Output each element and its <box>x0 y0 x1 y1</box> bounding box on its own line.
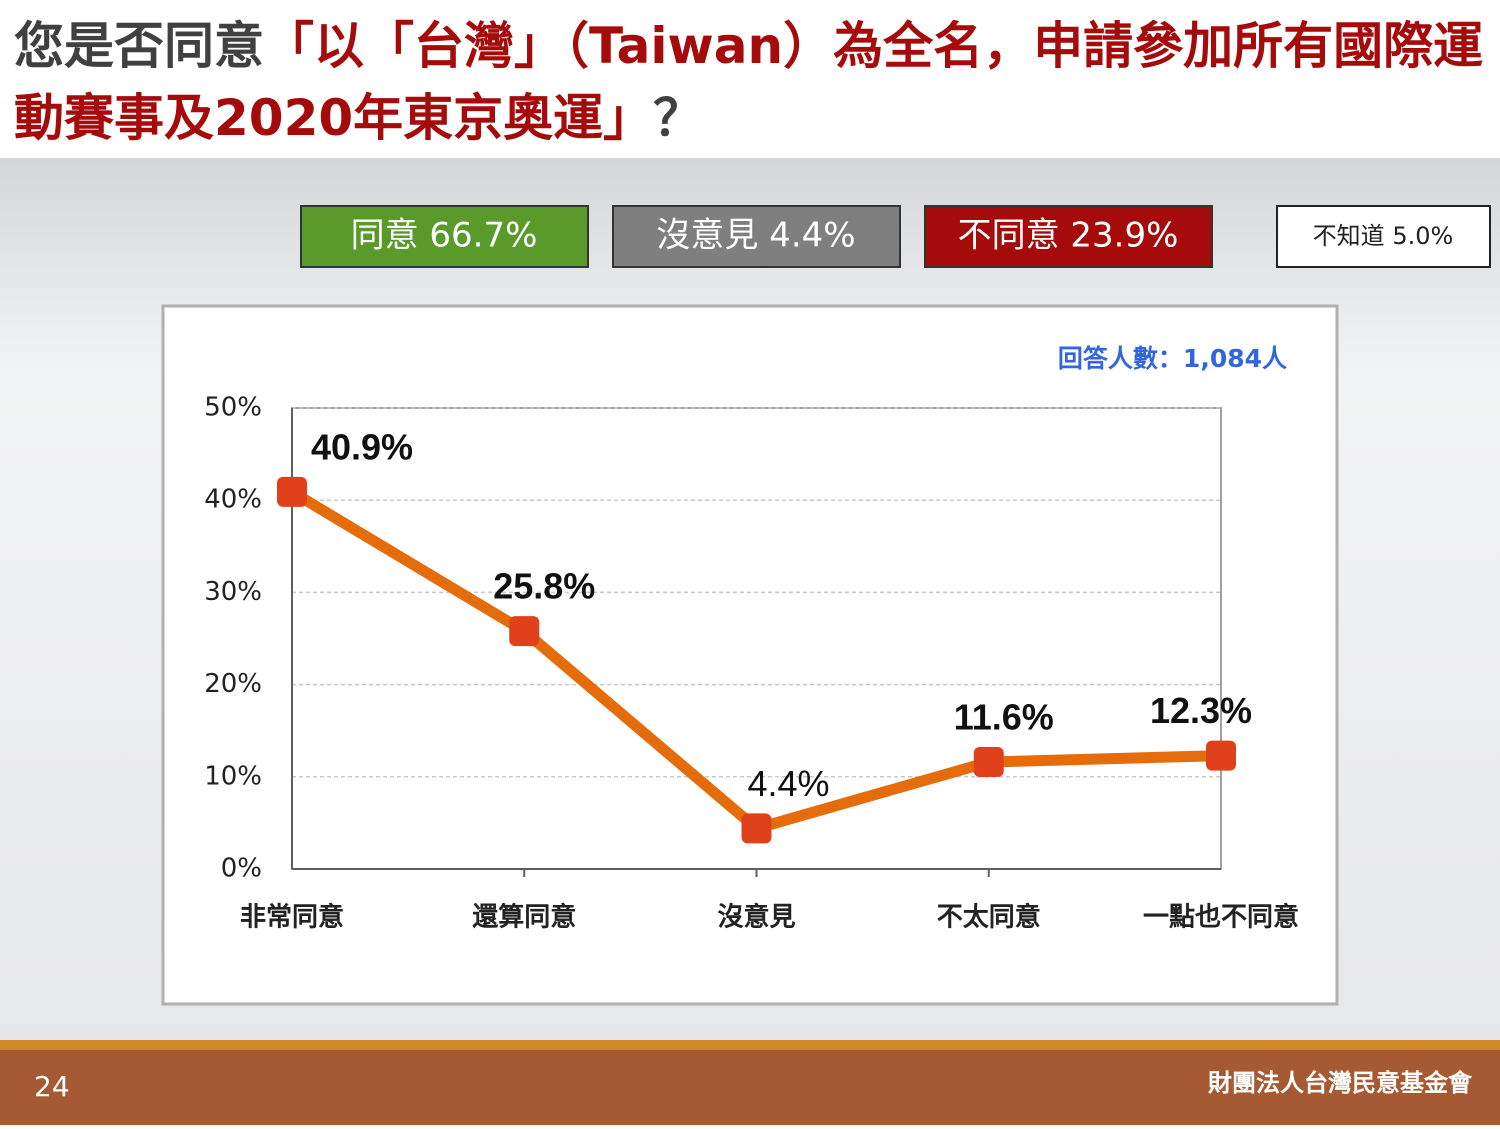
summary-text: 同意 66.7% <box>351 216 538 256</box>
data-point <box>277 476 307 507</box>
data-label: 40.9% <box>311 426 413 467</box>
data-point <box>741 813 772 844</box>
x-tick-label: 還算同意 <box>472 902 576 933</box>
title-text: 您是否同意「以「台灣」（Taiwan）為全名，申請參加所有國際運動賽事及2020… <box>14 10 1494 154</box>
title-part: 「以「台灣」（Taiwan）為全名，申請參加所有國際運動賽事及2020年東京奧運… <box>14 17 1484 147</box>
footer-band <box>0 1050 1500 1125</box>
data-label: 25.8% <box>493 566 595 607</box>
summary-text: 不同意 23.9% <box>958 216 1179 256</box>
footer-strip <box>0 1040 1500 1050</box>
chart: 0% 10% 20% 30% 40% 50% 非常同意 還算同意 沒意見 不太同意 一點也不同意 40… <box>204 393 1299 933</box>
title-part: ？ <box>653 89 704 147</box>
data-label: 11.6% <box>954 697 1054 738</box>
y-tick-label: 40% <box>204 485 262 515</box>
title-band <box>0 0 1500 158</box>
y-tick-label: 30% <box>204 577 262 607</box>
footer-text: 財團法人台灣民意基金會 <box>1208 1069 1473 1097</box>
x-tick-label: 沒意見 <box>717 902 795 933</box>
data-point <box>973 747 1004 778</box>
data-label: 4.4% <box>747 763 829 804</box>
x-tick-label: 一點也不同意 <box>1143 902 1299 933</box>
summary-box <box>612 205 901 268</box>
data-point <box>509 616 540 647</box>
x-tick-label: 非常同意 <box>240 902 344 933</box>
y-tick-label: 0% <box>221 854 262 884</box>
summary-box <box>1276 205 1491 268</box>
data-label: 12.3% <box>1150 690 1252 731</box>
summary-box <box>924 205 1213 268</box>
x-tick-label: 不太同意 <box>937 902 1041 933</box>
y-tick-label: 20% <box>204 669 262 699</box>
data-point <box>1206 740 1236 771</box>
summary-box <box>300 205 589 268</box>
y-tick-label: 50% <box>204 393 262 423</box>
y-tick-label: 10% <box>204 761 262 791</box>
title-box: 您是否同意「以「台灣」（Taiwan）為全名，申請參加所有國際運動賽事及2020… <box>14 10 1494 154</box>
summary-text: 沒意見 4.4% <box>656 216 855 256</box>
summary-text: 不知道 5.0% <box>1313 222 1454 250</box>
annotation: 回答人數：1,084人 <box>1058 344 1287 373</box>
title-part: 您是否同意 <box>14 17 264 75</box>
chart-panel <box>161 304 1339 1006</box>
page-number: 24 <box>34 1070 70 1103</box>
